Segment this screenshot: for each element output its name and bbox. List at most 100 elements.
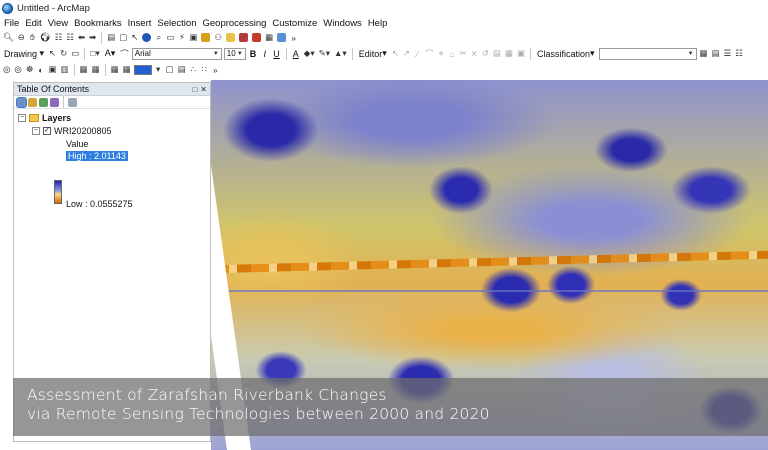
classification-layer-combo[interactable]: ▼: [598, 47, 697, 60]
rectangle-icon[interactable]: □▾: [90, 48, 100, 58]
bold-button[interactable]: B: [249, 48, 257, 59]
clear-selection-icon[interactable]: ▢: [119, 32, 128, 42]
layer-visibility-checkbox[interactable]: ✓: [43, 127, 51, 135]
marker-color-icon[interactable]: ▲▾: [334, 48, 347, 58]
training-manager-icon[interactable]: ▤: [711, 48, 720, 58]
menu-edit[interactable]: Edit: [25, 17, 42, 29]
back-extent-icon[interactable]: ⬅︎: [77, 32, 86, 42]
font-name-combo[interactable]: Arial ▼: [131, 47, 222, 60]
transparency-icon[interactable]: ▥: [60, 64, 69, 74]
identify-icon[interactable]: [141, 32, 152, 44]
split-icon[interactable]: ⨯: [470, 48, 478, 58]
cluster-icon[interactable]: ∷: [201, 64, 207, 74]
sketch-properties-icon[interactable]: ▦: [504, 48, 513, 58]
rotate-icon[interactable]: ↻: [60, 48, 68, 58]
select-elements-arrow-icon[interactable]: ↖: [49, 48, 57, 58]
edit-annotation-icon[interactable]: ↗: [402, 48, 410, 58]
menu-selection[interactable]: Selection: [157, 17, 197, 29]
html-popup-icon[interactable]: ▣: [189, 32, 198, 42]
table-grid-icon[interactable]: ▦: [91, 64, 100, 74]
menu-geoprocessing[interactable]: Geoprocessing: [202, 17, 267, 29]
hyperlink-icon[interactable]: ⚡︎: [178, 32, 185, 42]
layout-grid-icon[interactable]: ▦: [110, 64, 119, 74]
full-extent-icon[interactable]: 🌍︎: [39, 32, 51, 42]
contrast-icon[interactable]: ◐: [38, 64, 44, 75]
legend-high-entry[interactable]: High : 2.01143: [66, 151, 128, 161]
fill-color-swatch[interactable]: [133, 64, 152, 75]
callout-icon[interactable]: ⌒: [120, 48, 129, 59]
toolbar-overflow-icon[interactable]: »: [212, 64, 218, 75]
close-icon[interactable]: ✕: [200, 84, 207, 94]
classify-icon[interactable]: ☷: [735, 48, 743, 58]
tree-node-layers[interactable]: − Layers: [18, 113, 71, 123]
zoom-out-icon[interactable]: ⊖: [17, 32, 25, 42]
arctoolbox-icon[interactable]: [251, 32, 262, 44]
flicker-icon[interactable]: ☸: [25, 64, 34, 74]
search-window-icon[interactable]: [238, 32, 249, 44]
menu-insert[interactable]: Insert: [127, 17, 152, 29]
training-sample-icon[interactable]: ▦: [699, 48, 708, 58]
menu-view[interactable]: View: [47, 17, 69, 29]
trace-icon[interactable]: ⌒: [424, 48, 434, 59]
list-by-selection-icon[interactable]: [50, 97, 59, 107]
zoom-whole-page-icon[interactable]: ▭: [71, 48, 80, 58]
brightness-icon[interactable]: ▣: [48, 64, 57, 74]
binoculars-icon[interactable]: ⚇: [214, 32, 223, 42]
layer-effects-icon[interactable]: ◎: [3, 64, 11, 74]
tree-node-layer[interactable]: − ✓ WRI20200805: [32, 126, 112, 136]
toolbar-overflow-icon[interactable]: »: [291, 32, 296, 43]
edit-tool-icon[interactable]: ↖: [391, 48, 399, 58]
list-by-drawing-order-icon[interactable]: [16, 96, 27, 108]
pan-icon[interactable]: ✋︎: [29, 32, 35, 42]
measure-icon[interactable]: ▭: [166, 32, 175, 42]
menu-bookmarks[interactable]: Bookmarks: [74, 17, 122, 29]
toc-options-icon[interactable]: [68, 97, 77, 107]
zoom-in-icon[interactable]: 🔍︎: [3, 32, 14, 42]
create-signature-icon[interactable]: ☰: [723, 48, 732, 58]
editor-menu[interactable]: Editor ▾: [358, 48, 387, 59]
edit-vertices-icon[interactable]: ⋄: [438, 48, 444, 58]
collapse-icon[interactable]: −: [18, 114, 26, 122]
menu-customize[interactable]: Customize: [272, 17, 318, 29]
list-by-visibility-icon[interactable]: [39, 97, 48, 107]
font-size-combo[interactable]: 10 ▼: [223, 47, 246, 60]
create-features-icon[interactable]: ▣: [516, 48, 525, 58]
list-by-source-icon[interactable]: [28, 97, 37, 107]
straight-segment-icon[interactable]: ∕: [416, 48, 419, 59]
fill-color-icon[interactable]: ◆▾: [303, 48, 315, 58]
nodes-icon[interactable]: ∴: [190, 64, 196, 74]
menu-file[interactable]: File: [4, 17, 20, 29]
drawing-menu[interactable]: Drawing ▾: [4, 48, 45, 59]
page-layout-icon[interactable]: ▤: [177, 64, 186, 74]
model-builder-icon[interactable]: [276, 32, 287, 44]
menu-windows[interactable]: Windows: [323, 17, 362, 29]
fixed-zoom-out-icon[interactable]: ☷: [66, 32, 74, 42]
reshape-icon[interactable]: ⌂: [449, 48, 455, 59]
time-slider-icon[interactable]: [200, 32, 211, 44]
page-icon[interactable]: ▢: [165, 64, 174, 74]
forward-extent-icon[interactable]: ➡︎: [89, 32, 97, 42]
font-color-button[interactable]: A: [292, 48, 299, 59]
italic-button[interactable]: I: [263, 48, 267, 59]
grid-icon[interactable]: ▦: [79, 64, 88, 74]
cut-polygons-icon[interactable]: ✂︎: [459, 48, 467, 58]
classification-menu[interactable]: Classification ▾: [536, 48, 595, 59]
layer-tree: − Layers − ✓ WRI20200805 Value High : 2.…: [14, 109, 210, 209]
layout-table-icon[interactable]: ▦: [122, 64, 131, 74]
fixed-zoom-in-icon[interactable]: ☷: [54, 32, 63, 42]
find-icon[interactable]: ⌕: [156, 32, 162, 42]
swatch-dropdown-icon[interactable]: ▾: [156, 64, 161, 74]
line-color-icon[interactable]: ✎▾: [318, 48, 330, 58]
attributes-icon[interactable]: ▤: [492, 48, 501, 58]
select-elements-icon[interactable]: ↖: [131, 32, 139, 42]
pin-icon[interactable]: □: [192, 84, 198, 94]
python-window-icon[interactable]: ▦: [265, 32, 274, 42]
rotate-edit-icon[interactable]: ↺: [481, 48, 489, 58]
underline-button[interactable]: U: [273, 48, 280, 59]
catalog-icon[interactable]: [225, 32, 236, 44]
menu-help[interactable]: Help: [367, 17, 388, 29]
new-text-icon[interactable]: A▾: [104, 48, 116, 58]
select-features-icon[interactable]: ▤: [107, 32, 116, 42]
collapse-icon[interactable]: −: [32, 127, 40, 135]
swipe-icon[interactable]: ◎: [14, 64, 22, 74]
